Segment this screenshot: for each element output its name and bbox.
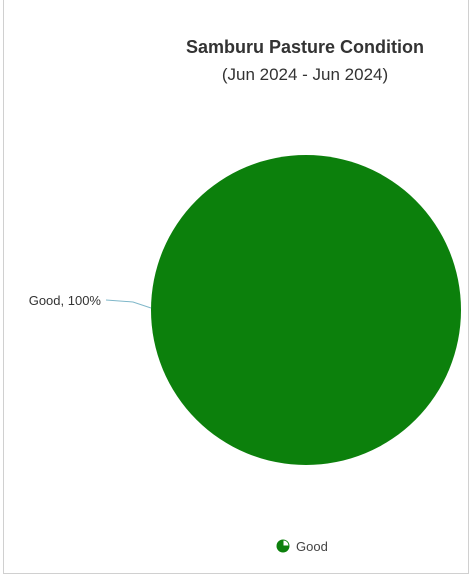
chart-title: Samburu Pasture Condition xyxy=(185,37,425,57)
legend-item-label: Good xyxy=(296,538,328,554)
pie-data-label: Good, 100% xyxy=(29,293,102,308)
pie-slices xyxy=(151,155,461,465)
chart-legend[interactable]: Good xyxy=(276,537,328,555)
pie-data-labels: Good, 100% xyxy=(29,293,102,308)
pie-label-connector xyxy=(105,299,152,309)
chart-subtitle: (Jun 2024 - Jun 2024) xyxy=(221,65,389,84)
pie-connectors xyxy=(105,299,152,309)
pie-slice-good[interactable] xyxy=(151,155,461,465)
pie-icon xyxy=(276,539,290,553)
